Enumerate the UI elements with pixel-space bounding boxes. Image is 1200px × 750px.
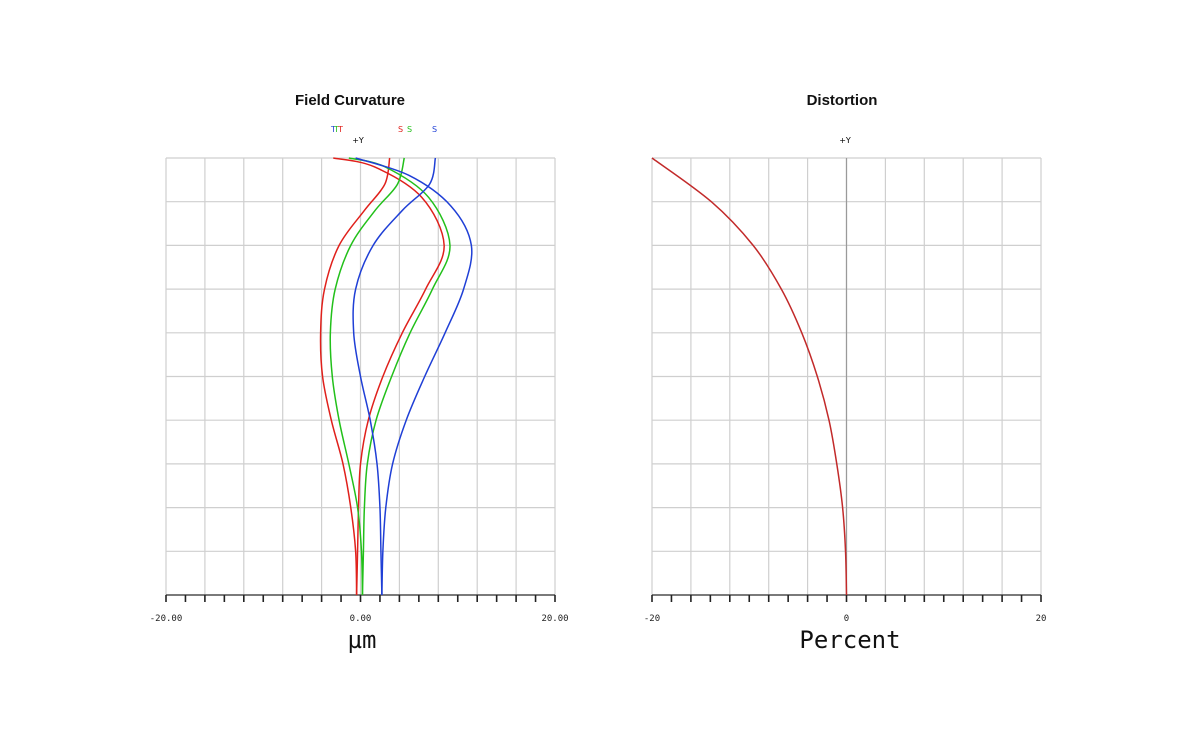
x-axis-ticks: -20.00 0.00 20.00: [150, 595, 569, 624]
plot-grid: [651, 157, 1042, 596]
field-curvature-chart: Field Curvature TT T S S S +Y -20.00 0.00 20.0…: [150, 92, 569, 654]
legend-entry: T: [330, 125, 336, 134]
chart-title: Field Curvature: [295, 92, 405, 109]
legend-entry: T: [333, 125, 339, 134]
series-line: [348, 157, 451, 596]
legend-entry: S: [407, 125, 412, 134]
series-line: [355, 157, 473, 596]
series-line: [319, 157, 391, 596]
distortion-chart: Distortion +Y -20 0 20 Percent: [644, 92, 1047, 654]
x-tick-label: -20: [644, 614, 660, 624]
chart-legend: TT T S S S: [330, 125, 437, 134]
x-axis-label: µm: [348, 626, 377, 654]
chart-title: Distortion: [807, 92, 878, 109]
legend-entry: S: [398, 125, 403, 134]
x-tick-label: 0: [844, 614, 849, 624]
x-axis-ticks: -20 0 20: [644, 595, 1047, 624]
series-line: [329, 157, 405, 596]
x-axis-label: Percent: [799, 626, 900, 654]
x-tick-label: 20: [1036, 614, 1047, 624]
y-marker-label: +Y: [839, 136, 851, 145]
plot-series: [319, 157, 473, 596]
x-tick-label: 20.00: [541, 614, 568, 624]
legend-entry: T: [337, 125, 343, 134]
plot-grid: [165, 157, 556, 596]
x-tick-label: 0.00: [350, 614, 372, 624]
legend-entry: S: [432, 125, 437, 134]
series-line: [651, 157, 848, 596]
y-marker-label: +Y: [352, 136, 364, 145]
series-line: [352, 157, 437, 596]
plot-series: [651, 157, 848, 596]
x-tick-label: -20.00: [150, 614, 183, 624]
